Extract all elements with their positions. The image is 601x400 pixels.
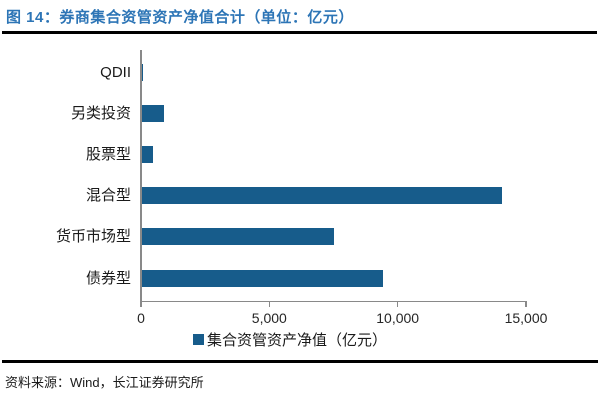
figure-title: 图 14：券商集合资管资产净值合计（单位：亿元） <box>6 9 354 26</box>
x-tick-label: 5,000 <box>251 310 287 326</box>
x-tick-mark <box>140 302 142 307</box>
bar-chart: QDII 另类投资股票型混合型货币市场型债券型 0 5,000 10,000 15,00… <box>0 50 601 350</box>
x-tick-label: 0 <box>137 310 145 326</box>
legend-swatch-icon <box>193 334 204 345</box>
bar-row: 债券型 <box>0 269 601 287</box>
x-tick-mark <box>268 302 271 307</box>
title-divider <box>2 31 597 34</box>
category-label: 另类投资 <box>70 104 131 122</box>
bar <box>141 63 144 81</box>
category-label: 债券型 <box>85 269 131 287</box>
category-label: 货币市场型 <box>55 228 131 246</box>
bar-row: QDII <box>0 63 601 81</box>
bar <box>141 269 383 287</box>
bar <box>141 104 164 122</box>
category-label: 混合型 <box>85 187 131 205</box>
legend-label: 集合资管资产净值（亿元） <box>207 332 388 349</box>
x-tick-mark <box>396 302 399 307</box>
bar-row: 货币市场型 <box>0 228 601 246</box>
x-tick-mark <box>525 302 527 307</box>
category-label: QDII <box>100 63 131 81</box>
bar-row: 股票型 <box>0 145 601 163</box>
source-note: 资料来源：Wind，长江证券研究所 <box>5 375 204 390</box>
y-axis-line <box>140 50 142 301</box>
chart-legend: 集合资管资产净值（亿元） <box>193 329 387 350</box>
x-axis-line <box>140 300 527 302</box>
bar <box>141 145 153 163</box>
x-tick-label: 10,000 <box>376 310 420 326</box>
category-label: 股票型 <box>85 145 131 163</box>
x-tick-label: 15,000 <box>504 310 548 326</box>
bar <box>141 187 503 205</box>
footer-divider <box>2 360 598 363</box>
bar <box>141 228 334 246</box>
bar-row: 另类投资 <box>0 104 601 122</box>
bar-row: 混合型 <box>0 187 601 205</box>
